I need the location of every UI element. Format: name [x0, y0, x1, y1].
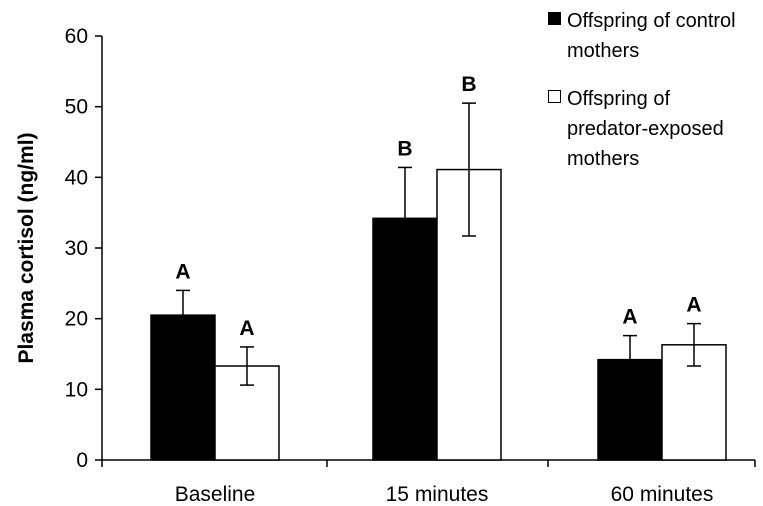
- legend: Offspring of control mothers Offspring o…: [548, 6, 762, 192]
- y-tick-label: 40: [65, 166, 88, 189]
- legend-line: Offspring of control: [567, 10, 736, 32]
- legend-label-predator-exposed: Offspring of predator-exposed mothers: [567, 84, 724, 174]
- legend-line: mothers: [567, 40, 640, 62]
- x-tick-label: 15 minutes: [386, 483, 489, 506]
- y-tick-label: 60: [65, 25, 88, 48]
- legend-item-predator-exposed: Offspring of predator-exposed mothers: [548, 84, 762, 174]
- x-axis: Baseline 15 minutes 60 minutes: [101, 459, 756, 506]
- y-tick-label: 30: [65, 237, 88, 260]
- significance-label: A: [622, 306, 637, 329]
- y-axis: 0 10 20 30 40 50 60: [65, 25, 103, 472]
- significance-label: B: [461, 73, 476, 96]
- legend-label-control: Offspring of control mothers: [567, 6, 736, 66]
- legend-swatch-predator-exposed: [548, 90, 561, 103]
- legend-line: Offspring of: [567, 88, 671, 110]
- y-tick-label: 50: [65, 96, 88, 119]
- legend-line: predator-exposed: [567, 118, 724, 140]
- significance-label: A: [686, 294, 701, 317]
- significance-label: B: [397, 137, 412, 160]
- y-axis-title: Plasma cortisol (ng/ml): [15, 132, 38, 363]
- y-tick-label: 0: [76, 449, 88, 472]
- x-tick-label: 60 minutes: [611, 483, 714, 506]
- legend-line: mothers: [567, 148, 640, 170]
- significance-labels: A B A A B A: [175, 73, 701, 340]
- legend-swatch-control: [548, 12, 561, 25]
- bars: [150, 168, 727, 461]
- significance-label: A: [239, 317, 254, 340]
- significance-label: A: [175, 260, 190, 283]
- x-tick-label: Baseline: [175, 483, 256, 506]
- error-bars: [176, 102, 701, 386]
- y-tick-label: 20: [65, 308, 88, 331]
- y-tick-label: 10: [65, 378, 88, 401]
- legend-item-control: Offspring of control mothers: [548, 6, 762, 66]
